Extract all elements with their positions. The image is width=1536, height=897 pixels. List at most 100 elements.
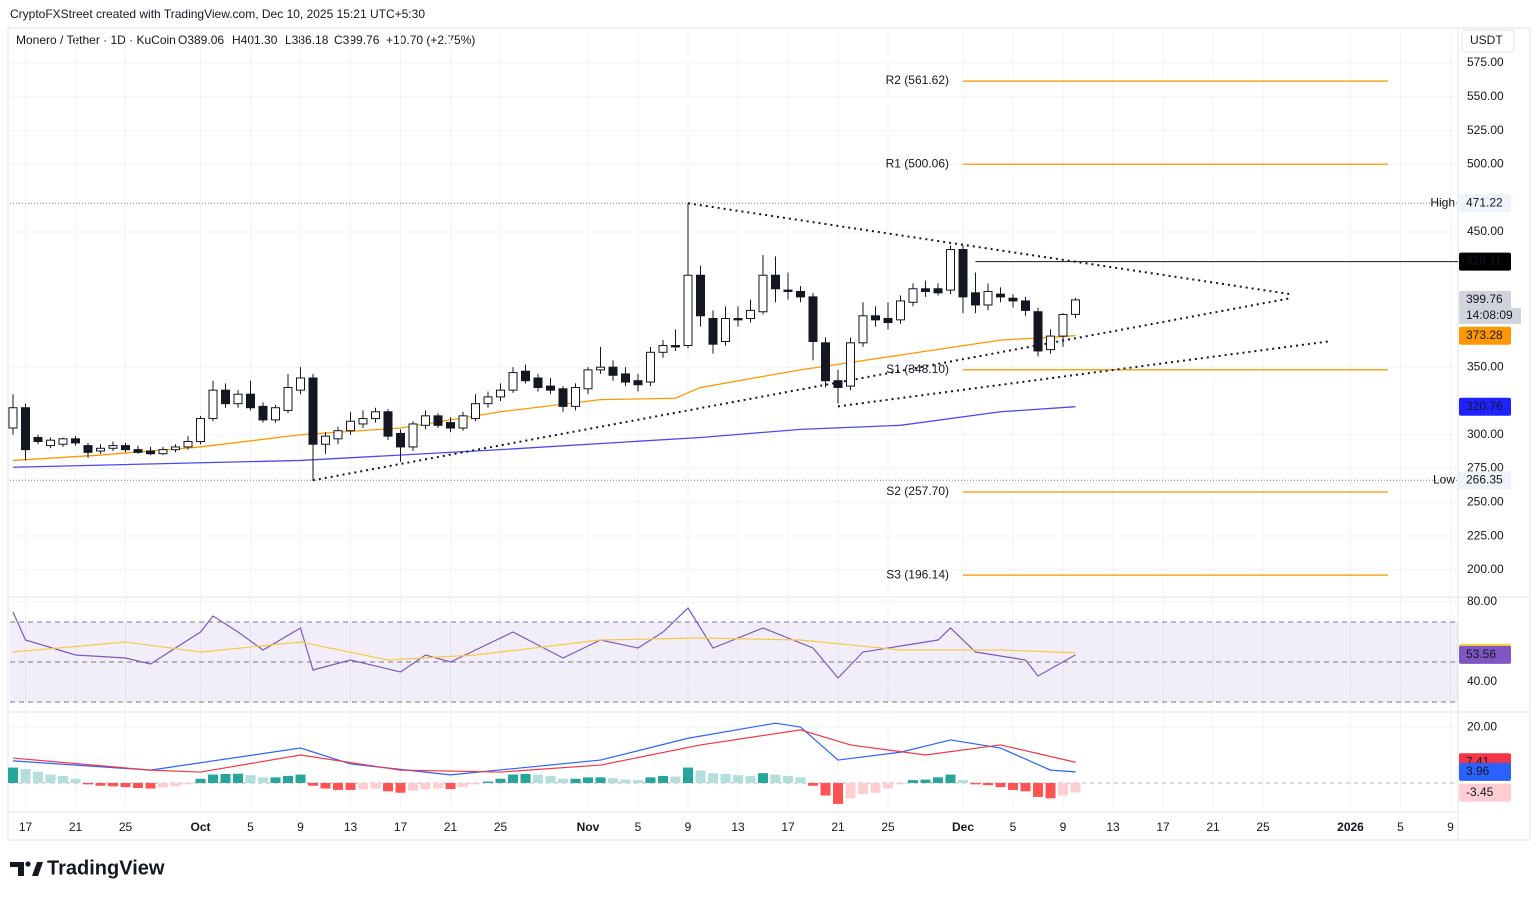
- histogram-bar: [8, 767, 18, 783]
- histogram-bar: [820, 782, 831, 796]
- histogram-bar: [295, 774, 306, 783]
- histogram-bar: [770, 774, 781, 783]
- candle-body: [1021, 300, 1030, 311]
- candle-body: [633, 380, 643, 386]
- y-tick-label: 450.00: [1467, 224, 1504, 238]
- y-tick-label: 80.00: [1467, 594, 1497, 608]
- candle-body: [646, 351, 655, 383]
- histogram-bar: [495, 778, 506, 783]
- histogram-bar: [695, 770, 706, 783]
- histogram-bar: [445, 782, 456, 790]
- candle-body: [746, 309, 755, 320]
- histogram-bar: [783, 775, 793, 783]
- price-tag-bg: [1459, 397, 1511, 416]
- x-tick-label: 9: [1447, 820, 1454, 834]
- line: [12, 607, 1076, 679]
- x-tick-label: 13: [344, 820, 358, 834]
- histogram-bar: [145, 782, 156, 789]
- price-tag: 320.76: [1466, 399, 1503, 413]
- histogram-bar: [870, 782, 881, 793]
- histogram-bar: [208, 774, 218, 783]
- y-tick-label: 500.00: [1467, 157, 1504, 171]
- histogram-bar: [520, 774, 531, 783]
- histogram-bar: [1020, 782, 1031, 792]
- ohlc-close: C399.76: [334, 33, 380, 47]
- candle-body: [571, 386, 580, 407]
- histogram-bar: [308, 782, 318, 786]
- histogram-bar: [745, 775, 756, 783]
- x-tick-label: 21: [831, 820, 845, 834]
- candle-body: [171, 446, 180, 451]
- candle-body: [596, 366, 605, 371]
- brand: TradingView: [47, 857, 165, 879]
- histogram-bar: [683, 767, 693, 783]
- x-tick-label: Dec: [952, 820, 974, 834]
- candle-body: [333, 430, 343, 440]
- currency[interactable]: USDT: [1470, 33, 1503, 47]
- candle-body: [583, 369, 593, 390]
- histogram-bar: [95, 782, 106, 786]
- histogram-bar: [233, 773, 243, 783]
- price-tag-bg: [1459, 290, 1511, 309]
- rsi-tag-bg: [1459, 645, 1511, 664]
- line: [12, 335, 1076, 462]
- x-tick-label: 13: [731, 820, 745, 834]
- candle-body: [683, 274, 693, 347]
- histogram-bar: [170, 782, 181, 787]
- currency-box[interactable]: [1461, 29, 1515, 53]
- histogram-bar: [133, 782, 143, 788]
- candle-body: [271, 407, 280, 421]
- x-tick-label: 25: [1256, 820, 1270, 834]
- candle-body: [521, 370, 530, 382]
- candle-body: [783, 289, 793, 292]
- histogram-bar: [608, 778, 618, 783]
- macd-tag: -3.45: [1466, 785, 1494, 799]
- histogram-bar: [595, 777, 606, 783]
- candle-body: [233, 393, 243, 405]
- histogram-bar: [283, 775, 293, 783]
- x-tick-label: 17: [19, 820, 33, 834]
- histogram-bar: [58, 775, 68, 783]
- x-tick-label: 9: [297, 820, 304, 834]
- histogram-bar: [833, 782, 843, 804]
- histogram-bar: [895, 782, 906, 785]
- histogram-bar: [508, 774, 518, 783]
- price-tag-bg: [1459, 326, 1511, 345]
- candle-body: [696, 274, 705, 317]
- logo-icon: [32, 862, 43, 876]
- histogram-bar: [183, 782, 193, 785]
- x-tick-label: 25: [494, 820, 508, 834]
- histogram-bar: [533, 774, 543, 783]
- y-tick-label: 350.00: [1467, 359, 1504, 373]
- histogram-bar: [795, 777, 806, 783]
- histogram-bar: [858, 782, 868, 795]
- candle-body: [996, 293, 1005, 298]
- tag-bg: [1459, 307, 1521, 324]
- candle-body: [983, 290, 993, 306]
- line: [837, 340, 1329, 408]
- histogram-bar: [420, 782, 431, 790]
- price-tag: 399.76: [1466, 292, 1503, 306]
- histogram-bar: [958, 780, 968, 783]
- line: [12, 637, 1076, 661]
- histogram-bar: [70, 778, 81, 783]
- candle-body: [483, 396, 493, 405]
- candle-body: [1058, 313, 1068, 337]
- candle-body: [296, 377, 305, 391]
- histogram-bar: [220, 774, 231, 783]
- y-tick-label: 575.00: [1467, 55, 1504, 69]
- extreme-bg: [1459, 471, 1511, 490]
- histogram-bar: [20, 768, 31, 783]
- x-tick-label: Oct: [190, 820, 210, 834]
- ohlc-low: L386.18: [285, 33, 329, 47]
- candle-body: [383, 411, 393, 437]
- candle-body: [896, 300, 905, 321]
- candle-body: [183, 441, 193, 448]
- candle-body: [246, 393, 255, 409]
- candle-body: [33, 436, 43, 443]
- candle-body: [221, 389, 230, 405]
- candle-body: [496, 389, 505, 398]
- candle-body: [121, 445, 130, 451]
